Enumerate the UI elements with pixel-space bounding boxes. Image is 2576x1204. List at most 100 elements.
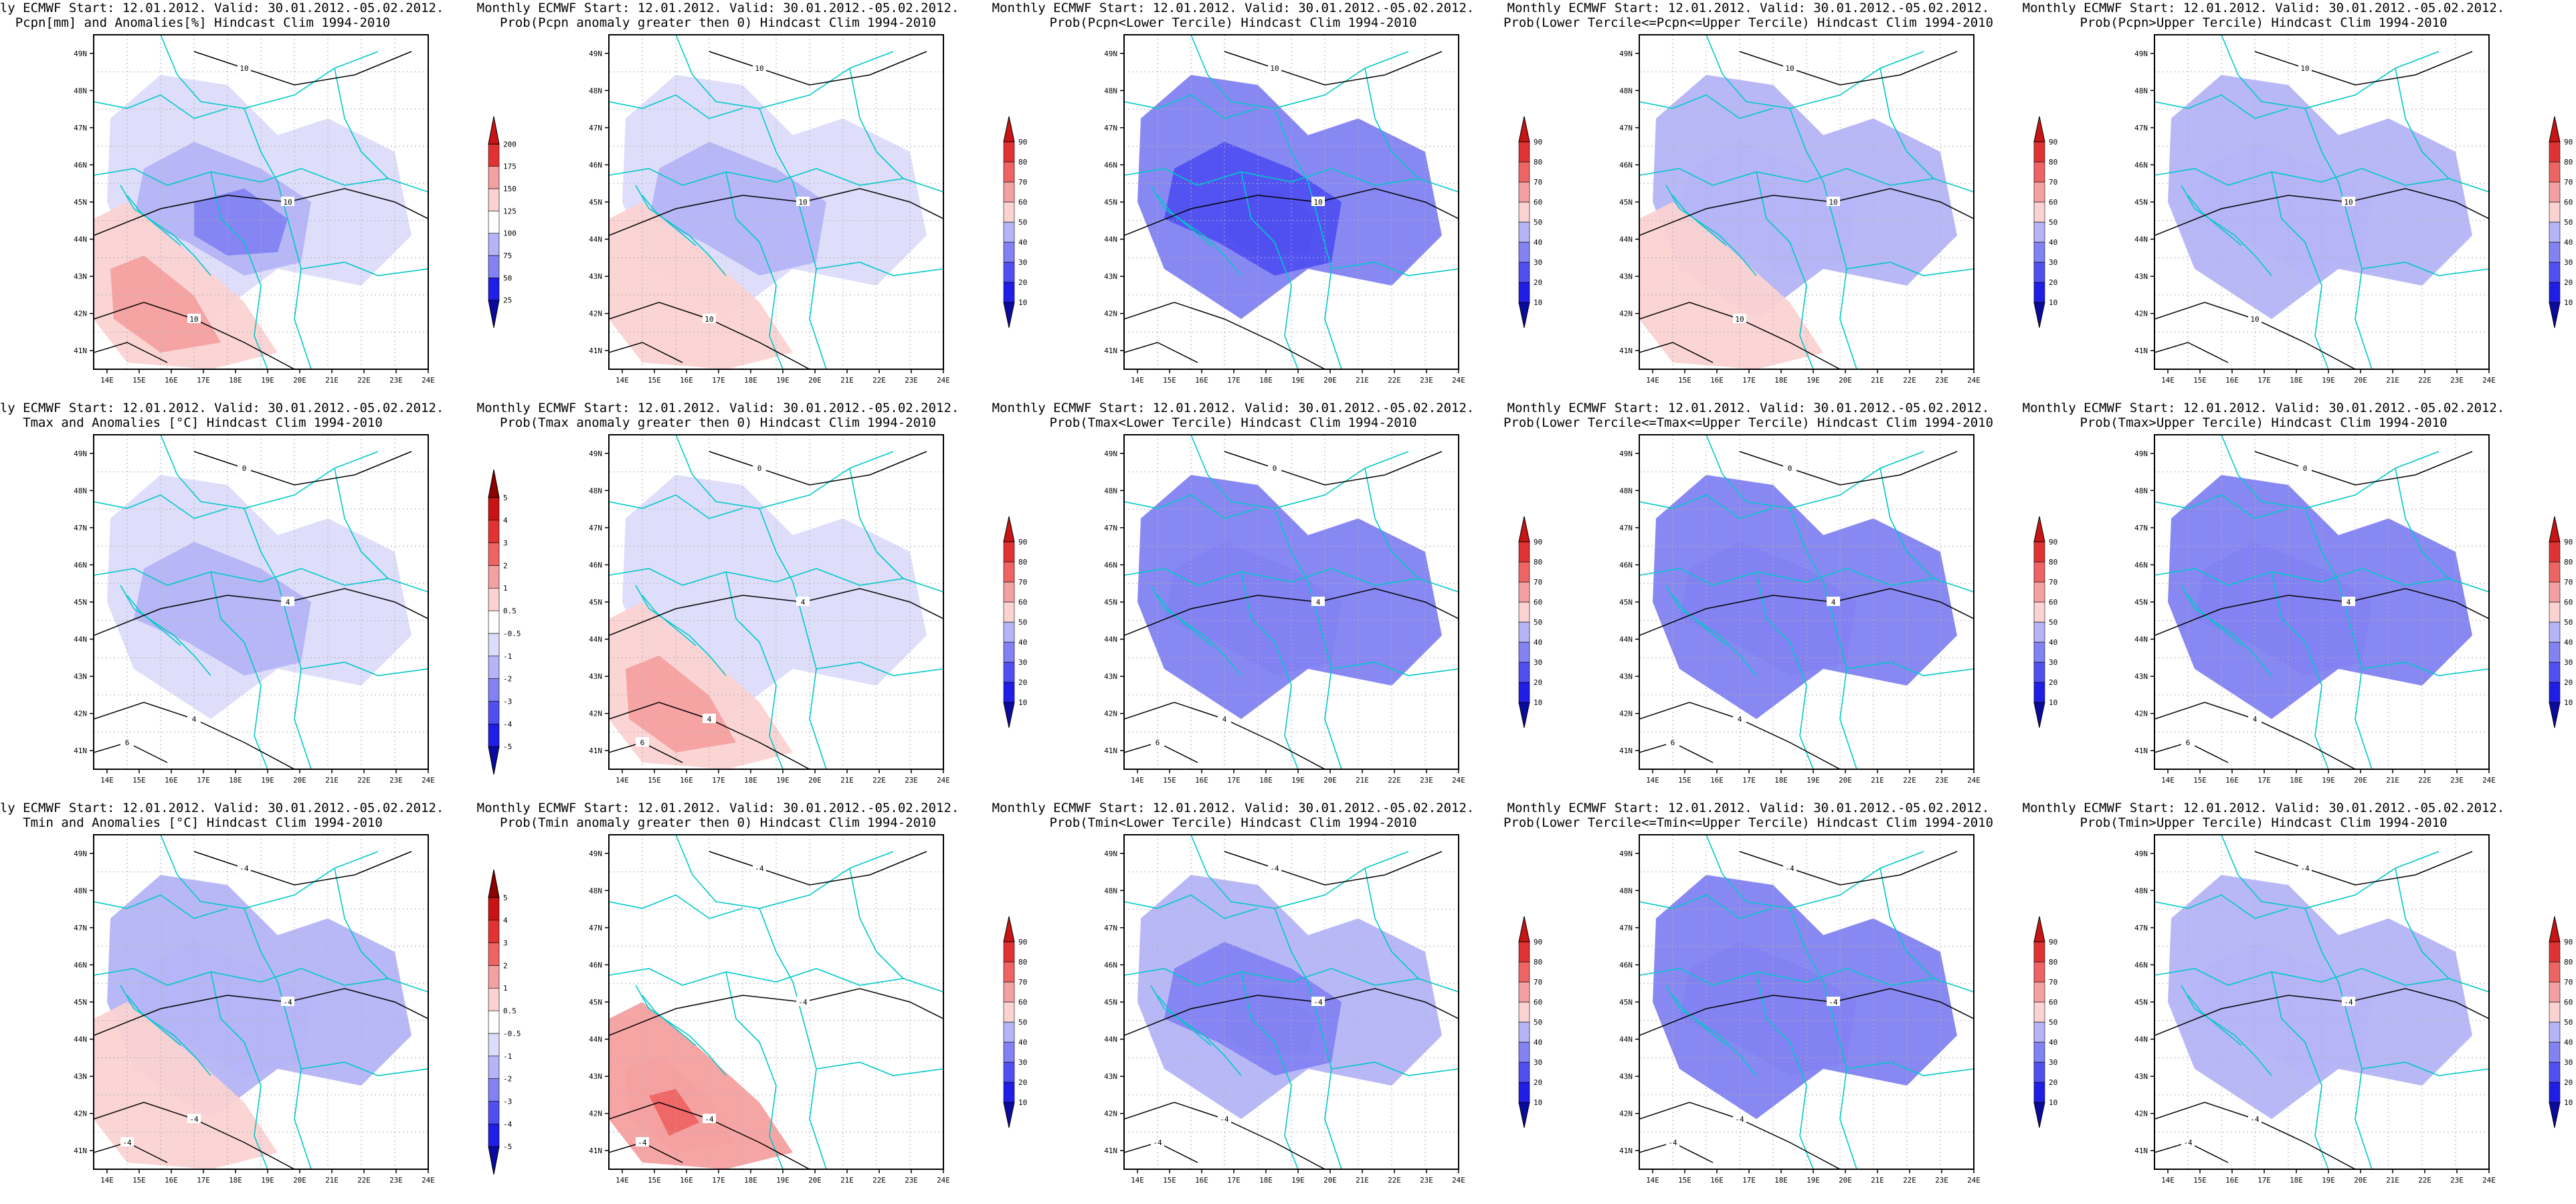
contour-label: 0 [2303,464,2308,473]
longitude-tick-label: 23E [389,1176,403,1185]
colorbar-label: 1 [503,984,508,993]
longitude-tick-label: 17E [1227,1176,1240,1185]
colorbar-segment [1003,561,1015,583]
colorbar-segment [1003,601,1015,623]
panel-subtitle: Tmin and Anomalies [°C] Hindcast Clim 19… [23,815,383,830]
longitude-tick-label: 24E [422,776,435,785]
colorbar-label: 30 [2049,258,2057,267]
map-area: 10 10 10 [1639,35,1974,369]
colorbar-segment [2549,201,2561,223]
contour-label: 10 [1270,64,1279,73]
latitude-tick-label: 46N [1104,561,1117,569]
country-border [1364,468,1419,579]
country-border [1639,94,1774,119]
country-border [816,1062,943,1076]
longitude-tick-label: 19E [261,776,274,785]
latitude-tick-label: 45N [2134,198,2148,207]
colorbar-label: 90 [2049,938,2057,946]
country-border [244,908,312,1169]
longitude-tick-label: 23E [1420,1176,1433,1185]
country-border [210,571,268,769]
country-border [816,262,943,276]
longitude-tick-label: 15E [1163,776,1176,785]
country-border [126,195,181,246]
colorbar-segment [1518,1021,1530,1043]
longitude-tick-label: 19E [776,376,790,385]
map-panel: Monthly ECMWF Start: 12.01.2012. Valid: … [0,1,517,385]
country-border [300,1062,428,1076]
map-panel: Monthly ECMWF Start: 12.01.2012. Valid: … [0,401,521,785]
longitude-tick-label: 21E [325,776,339,785]
colorbar-segment [488,1010,500,1034]
country-border [2187,995,2242,1046]
country-border [120,185,211,276]
country-border [1665,185,1757,276]
country-border [609,494,743,519]
longitude-tick-label: 15E [648,376,661,385]
longitude-tick-label: 24E [1967,776,1981,785]
country-border [759,508,827,769]
contour-line [1224,51,1443,86]
contour-label: 10 [2344,198,2353,207]
colorbar-label: 30 [1534,1058,1542,1067]
colorbar: 10 20 30 40 50 60 70 80 90 [2033,516,2057,728]
panel-subtitle: Prob(Tmax<Lower Tercile) Hindcast Clim 1… [1049,415,1416,430]
longitude-tick-label: 18E [1774,376,1788,385]
colorbar-segment [2033,662,2045,683]
latitude-tick-label: 46N [74,161,87,169]
colorbar-segment [1518,941,1530,963]
latitude-tick-label: 42N [589,1110,602,1118]
latitude-tick-label: 43N [1104,672,1117,681]
longitude-tick-label: 14E [100,1176,114,1185]
colorbar-segment [488,1078,500,1102]
colorbar-segment [488,278,500,300]
colorbar-segment [1003,181,1015,203]
country-border [642,195,697,246]
longitude-tick-label: 21E [325,1176,339,1185]
contour-label: -4 [122,1138,132,1147]
longitude-tick-label: 16E [165,376,178,385]
country-border [2304,508,2373,769]
longitude-tick-label: 14E [100,776,114,785]
map-panel: Monthly ECMWF Start: 12.01.2012. Valid: … [2023,1,2573,385]
colorbar-label: 70 [2564,978,2573,987]
country-border [816,662,943,676]
longitude-tick-label: 17E [197,1176,210,1185]
latitude-tick-label: 42N [1104,710,1117,718]
colorbar-segment [2549,1062,2561,1083]
anomaly-region-red [609,202,793,369]
country-border [2271,971,2329,1169]
country-border [1846,1062,1974,1076]
colorbar-label: -2 [503,1075,512,1084]
colorbar-label: 90 [2049,138,2057,146]
colorbar-label: 40 [1534,638,1542,647]
colorbar-label: 0.5 [503,1007,517,1015]
anomaly-region-blue [134,942,311,1076]
longitude-tick-label: 19E [261,376,274,385]
map-panel: Monthly ECMWF Start: 12.01.2012. Valid: … [992,1,1543,385]
longitude-tick-label: 18E [1774,776,1788,785]
contour-label: 6 [640,738,645,747]
country-border [300,262,428,276]
longitude-tick-label: 24E [2482,376,2496,385]
longitude-tick-label: 18E [744,1176,757,1185]
latitude-tick-label: 43N [1619,272,1633,281]
colorbar-label: 60 [1018,198,1027,207]
colorbar-label: 90 [2564,138,2573,146]
country-border [2304,108,2373,369]
contour-label: 4 [1738,715,1742,724]
contour-line [2254,51,2473,86]
contour-line [1739,51,1958,86]
panel-subtitle: Prob(Tmin>Upper Tercile) Hindcast Clim 1… [2080,815,2447,830]
country-border [1846,262,1974,276]
contour-label: 10 [2250,315,2259,324]
latitude-tick-label: 44N [1104,1035,1117,1044]
longitude-tick-label: 21E [1871,376,1884,385]
country-border [2187,195,2242,246]
country-border [1639,894,1774,919]
longitude-tick-label: 20E [2354,1176,2367,1185]
colorbar-segment [2033,201,2045,223]
colorbar-segment [488,897,500,920]
longitude-tick-label: 22E [2418,376,2431,385]
country-border [1364,68,1419,179]
